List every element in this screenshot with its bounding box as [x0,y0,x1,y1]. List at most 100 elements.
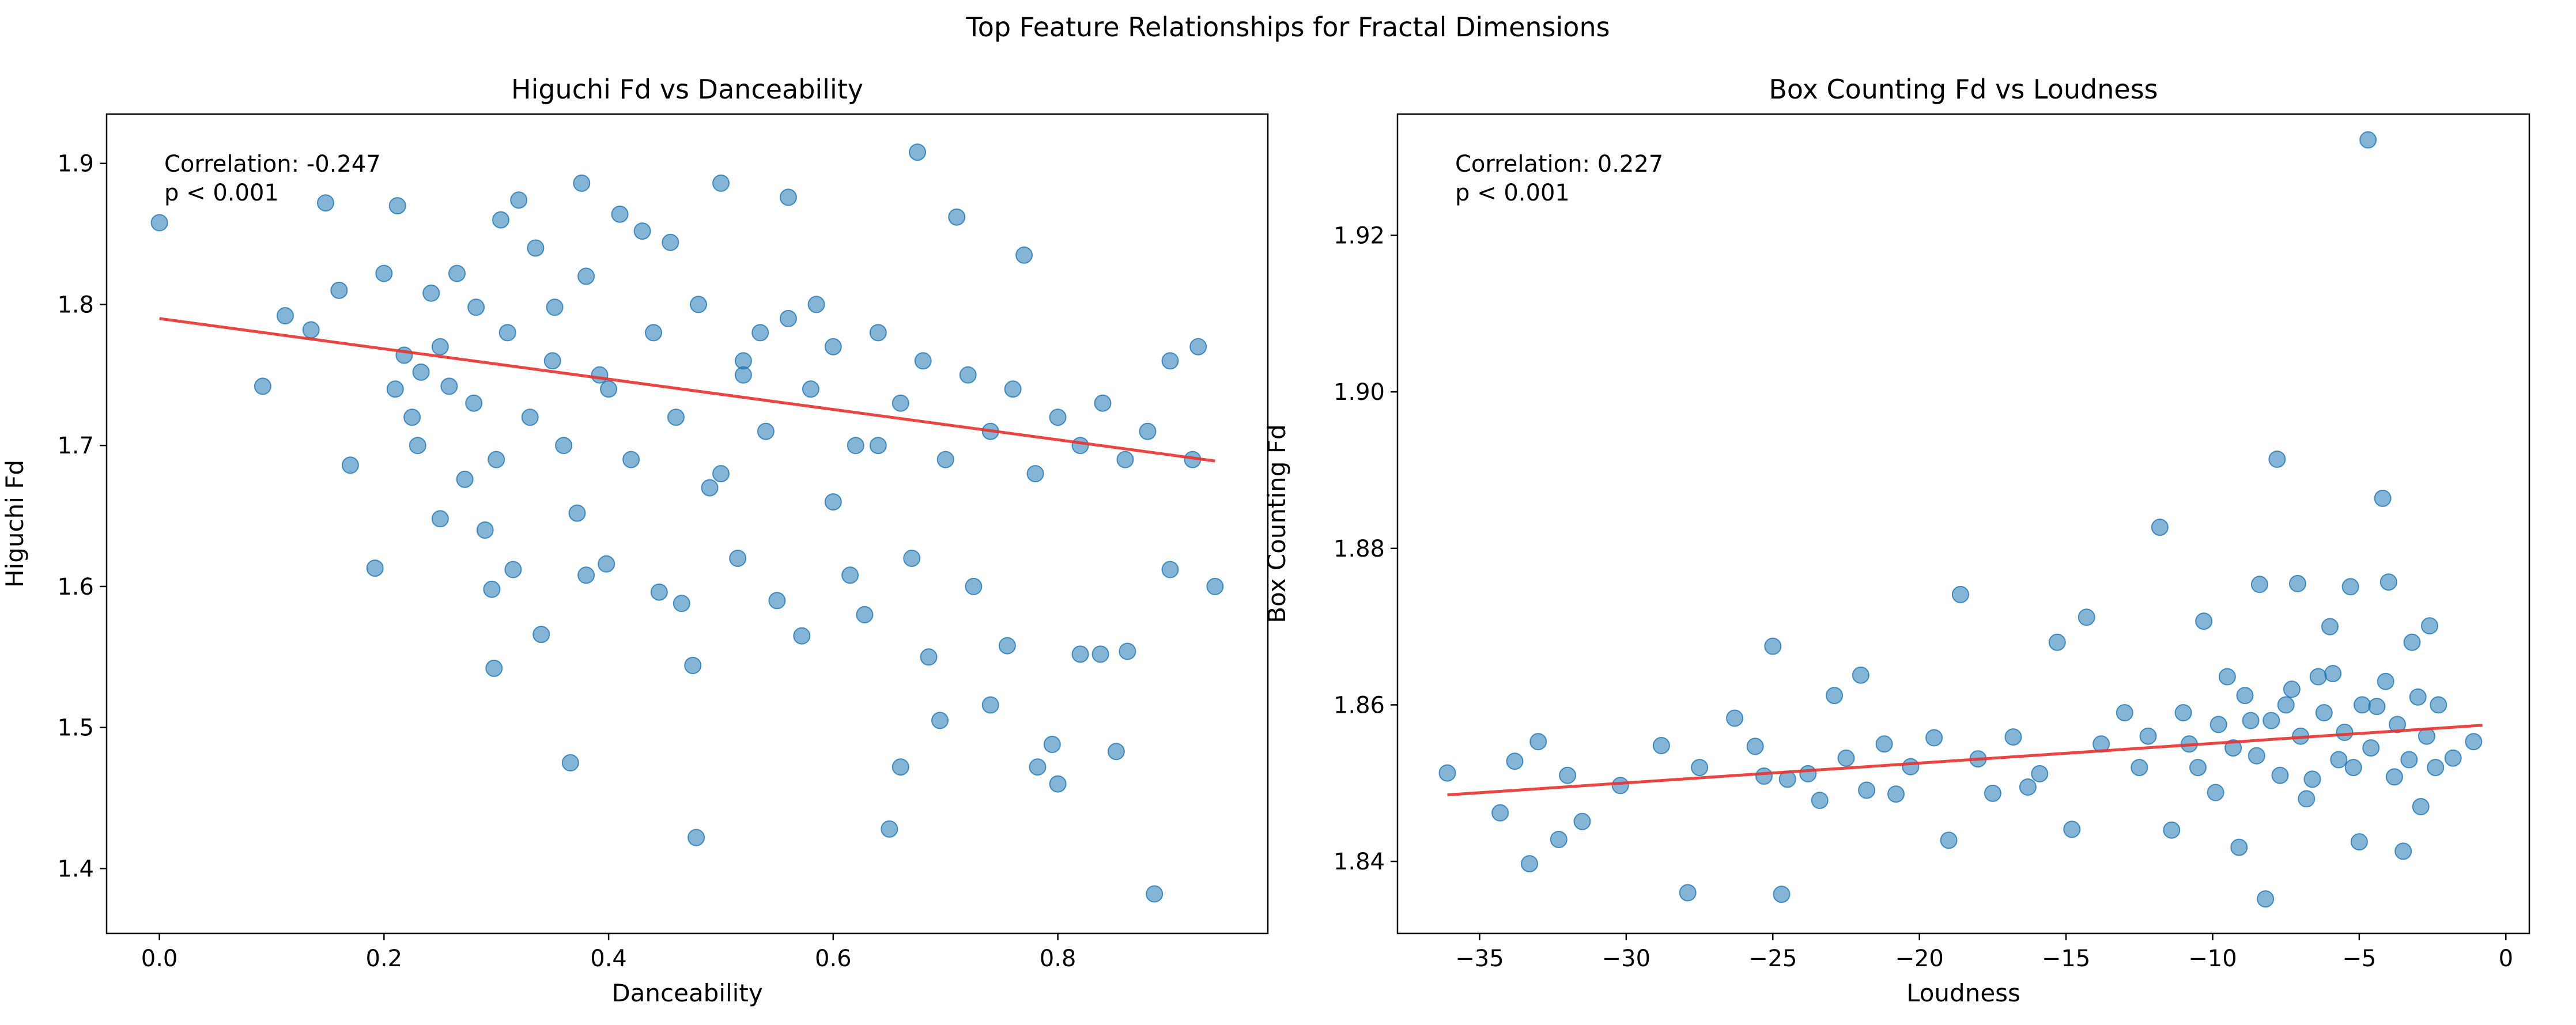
data-point [1529,733,1547,751]
data-point [2131,759,2148,777]
data-point [673,595,690,612]
data-point [1161,561,1179,578]
data-point [779,309,797,327]
data-point [2298,790,2316,808]
data-point [1755,767,1773,785]
data-point [2250,576,2268,593]
data-point [1116,451,1134,468]
data-point [467,298,485,316]
data-point [1726,709,1744,727]
data-point [2263,712,2280,729]
x-tick-label: −10 [2188,945,2237,972]
chart-higuchi-vs-danceability: Higuchi Fd vs Danceability 0.0 0.2 0.4 0.6 0.… [1,74,1269,1007]
data-point [1049,409,1067,426]
data-point [2336,724,2354,741]
data-point [2303,770,2321,788]
data-point [667,409,685,426]
data-point [302,321,320,339]
data-point [2048,633,2066,651]
data-point [734,352,752,370]
data-point [1984,784,2001,802]
chart-title: Box Counting Fd vs Loudness [1769,74,2158,105]
data-point [2427,759,2445,777]
data-point [543,352,561,370]
y-tick-label: 1.9 [57,151,94,177]
data-point [330,281,348,299]
data-point [1438,764,1456,782]
data-point [1094,394,1112,412]
data-point [276,307,294,324]
points-group [150,143,1224,903]
data-point [1119,642,1136,660]
data-point [920,648,938,666]
data-point [2289,574,2306,592]
data-point [2195,612,2213,630]
data-point [431,510,449,528]
data-point [431,338,449,355]
data-point [577,566,595,584]
data-point [598,555,615,573]
data-point [2409,688,2427,706]
data-point [2465,733,2483,751]
data-point [412,363,430,381]
y-tick-label: 1.88 [1334,536,1385,562]
data-point [1491,804,1509,822]
y-tick-label: 1.4 [57,856,94,882]
data-point [768,592,786,610]
data-point [1746,737,1764,755]
x-tick-label: −5 [2342,945,2376,972]
data-point [779,188,797,206]
data-point [712,174,730,192]
data-point [1029,758,1047,776]
data-point [591,366,609,384]
data-point [600,380,618,398]
x-tick-label: 0 [2499,945,2513,972]
data-point [2341,578,2359,596]
data-point [1049,775,1067,793]
trend-line [159,317,1215,463]
data-point [2283,680,2301,698]
data-point [2350,833,2368,851]
y-tick-label: 1.84 [1334,849,1385,875]
data-point [2230,838,2248,856]
x-axis-label: Danceability [611,979,762,1007]
data-point [892,758,909,776]
data-point [2257,890,2275,908]
data-point [633,222,651,240]
data-point [2379,573,2397,591]
data-point [1026,465,1044,483]
data-point [521,409,539,426]
x-tick-label: 0.4 [590,945,627,972]
data-point [688,829,705,846]
x-tick-label: −20 [1895,945,1943,972]
data-point [1091,645,1109,663]
data-point [856,606,874,623]
figure-suptitle: Top Feature Relationships for Fractal Di… [965,12,1610,43]
data-point [577,267,595,285]
data-point [2359,131,2377,149]
data-point [317,194,334,212]
data-point [483,580,501,598]
data-point [561,754,579,771]
data-point [1043,736,1061,753]
data-point [2412,798,2430,815]
y-axis-label: Box Counting Fd [1263,424,1291,623]
data-point [662,233,679,251]
data-point [892,394,909,412]
data-point [2236,687,2254,705]
data-point [2151,519,2169,536]
y-tick-label: 1.90 [1334,379,1385,406]
data-point [440,377,458,395]
data-point [465,394,483,412]
x-tick-label: −25 [1748,945,1797,972]
data-point [2362,739,2380,757]
data-point [1852,666,1869,684]
data-point [1652,737,1670,754]
data-point [690,296,707,313]
data-point [366,559,384,577]
data-point [2271,766,2289,784]
data-point [650,583,668,601]
data-point [1004,380,1022,398]
